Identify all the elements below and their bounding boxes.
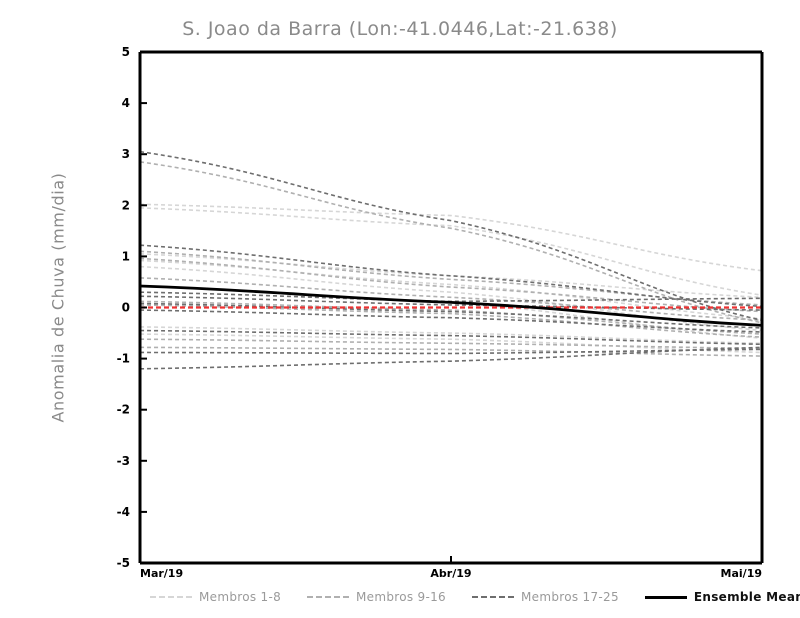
series-line-membro-22	[139, 309, 763, 333]
y-tick-label-1: 1	[122, 249, 130, 263]
chart-legend: Membros 1-8 Membros 9-16 Membros 17-25 Ense…	[150, 586, 800, 608]
series-line-membro-17	[139, 150, 763, 322]
legend-swatch-icon	[150, 596, 192, 598]
y-tick-label--1: -1	[117, 352, 130, 366]
series-line-membro-8	[139, 333, 763, 354]
legend-swatch-icon	[644, 595, 687, 599]
legend-label: Membros 17-25	[521, 590, 619, 604]
legend-label: Ensemble Mean	[693, 590, 800, 604]
y-tick-label--3: -3	[117, 454, 130, 468]
x-tick-label-Mar-19: Mar/19	[140, 567, 183, 580]
x-tick-label-Mai-19: Mai/19	[721, 567, 762, 580]
series-line-membro-7	[139, 326, 763, 345]
series-line-membro-16	[139, 346, 763, 357]
y-tick-label-2: 2	[122, 198, 130, 212]
axis-ticks-layer: 5 4 3 2 1 0 -1 -2 -3 -4 -5 Mar/19 Abr/19 Mai/19	[117, 45, 763, 580]
y-tick-label-4: 4	[122, 96, 130, 110]
series-line-membro-24	[139, 348, 763, 355]
y-tick-label-5: 5	[122, 45, 130, 59]
series-line-membro-25	[139, 346, 763, 370]
legend-entry-membros-9-16[interactable]: Membros 9-16	[307, 590, 446, 604]
series-line-membro-15	[139, 338, 763, 350]
legend-entry-membros-1-8[interactable]: Membros 1-8	[150, 590, 281, 604]
legend-label: Membros 1-8	[199, 590, 282, 604]
series-line-membro-18	[139, 244, 763, 308]
legend-entry-ensemble-mean[interactable]: Ensemble Mean	[644, 590, 800, 604]
legend-swatch-icon	[472, 596, 514, 598]
x-tick-label-Abr-19: Abr/19	[430, 567, 471, 580]
y-tick-label--4: -4	[117, 505, 130, 519]
series-line-membro-20	[139, 295, 763, 311]
series-line-ensemble-mean	[139, 284, 763, 327]
series-line-membro-13	[139, 300, 763, 335]
series-line-membro-3	[139, 253, 763, 299]
series-line-membro-1	[139, 203, 763, 272]
series-line-membro-9	[139, 161, 763, 324]
series-line-membro-14	[139, 304, 763, 338]
series-line-membro-12	[139, 277, 763, 322]
legend-label: Membros 9-16	[356, 590, 446, 604]
chart-title: S. Joao da Barra (Lon:-41.0446,Lat:-21.6…	[182, 18, 618, 40]
legend-entry-membros-17-25[interactable]: Membros 17-25	[472, 590, 619, 604]
series-layer	[139, 150, 763, 370]
legend-swatch-icon	[307, 596, 350, 598]
y-tick-label-0: 0	[122, 301, 130, 315]
series-line-membro-2	[139, 207, 763, 297]
y-tick-label-3: 3	[122, 147, 130, 161]
series-line-membro-4	[139, 259, 763, 320]
series-line-membro-21	[139, 302, 763, 329]
y-tick-label--5: -5	[117, 556, 130, 570]
y-tick-label--2: -2	[117, 403, 130, 417]
series-line-membro-23	[139, 329, 763, 346]
